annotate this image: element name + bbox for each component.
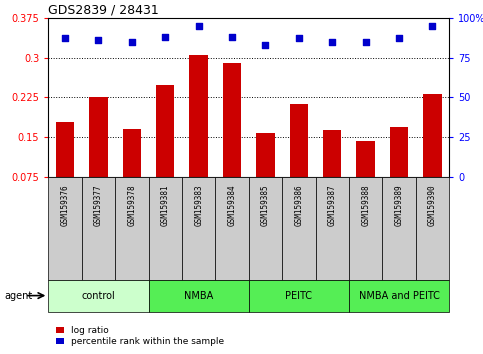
Bar [256,133,275,177]
Bar [182,177,215,280]
Bar [323,130,341,177]
Text: control: control [82,291,115,301]
Text: GSM159389: GSM159389 [395,184,404,226]
Bar [249,177,282,280]
Point [262,42,270,47]
Point [362,39,369,44]
Bar [282,177,315,280]
Point [61,35,69,41]
Point [328,39,336,44]
Text: GSM159378: GSM159378 [128,184,136,226]
Text: GSM159385: GSM159385 [261,184,270,226]
Bar [189,55,208,177]
Point [128,39,136,44]
Bar [123,129,141,177]
Point [161,34,169,40]
Point [228,34,236,40]
Bar [349,177,383,280]
Text: GSM159384: GSM159384 [227,184,237,226]
Text: NMBA and PEITC: NMBA and PEITC [359,291,440,301]
Bar [149,280,249,312]
Text: agent: agent [5,291,33,301]
Text: GSM159387: GSM159387 [328,184,337,226]
Text: GSM159386: GSM159386 [294,184,303,226]
Bar [89,97,108,177]
Bar [115,177,149,280]
Text: GSM159377: GSM159377 [94,184,103,226]
Point [195,23,202,28]
Text: GSM159388: GSM159388 [361,184,370,226]
Text: GSM159381: GSM159381 [161,184,170,226]
Bar [356,141,375,177]
Bar [249,280,349,312]
Bar [290,104,308,177]
Text: NMBA: NMBA [184,291,213,301]
Bar [82,177,115,280]
Text: GSM159383: GSM159383 [194,184,203,226]
Bar [349,280,449,312]
Bar [223,63,241,177]
Point [95,37,102,43]
Bar [56,122,74,177]
Text: GSM159390: GSM159390 [428,184,437,226]
Point [295,35,303,41]
Point [428,23,436,28]
Point [395,35,403,41]
Text: PEITC: PEITC [285,291,313,301]
Bar [315,177,349,280]
Bar [48,177,82,280]
Bar [390,126,408,177]
Bar [416,177,449,280]
Text: GSM159376: GSM159376 [60,184,70,226]
Bar [48,280,149,312]
Bar [215,177,249,280]
Legend: log ratio, percentile rank within the sample: log ratio, percentile rank within the sa… [53,322,227,349]
Text: GDS2839 / 28431: GDS2839 / 28431 [48,4,159,17]
Bar [156,85,174,177]
Bar [383,177,416,280]
Bar [423,93,441,177]
Bar [149,177,182,280]
